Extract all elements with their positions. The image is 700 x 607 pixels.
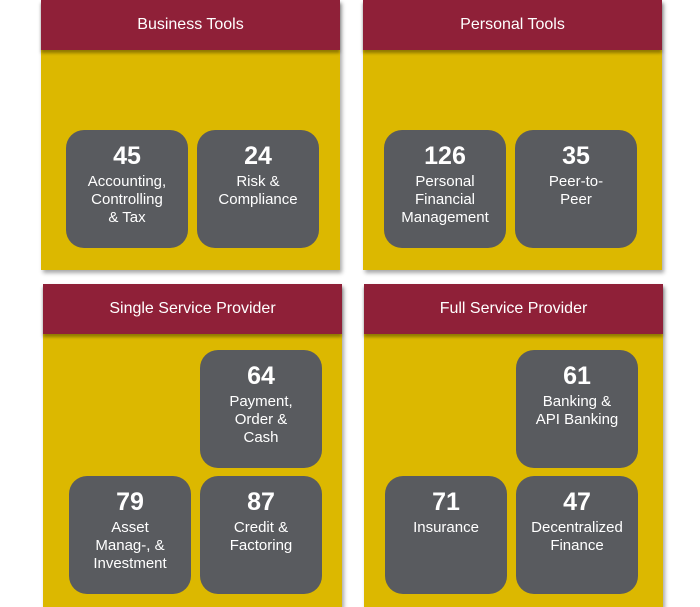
panel-full-service-provider: Full Service Provider 61 Banking & API B… [364, 284, 663, 607]
tile-count: 45 [113, 142, 141, 170]
tile-label: Credit & Factoring [229, 519, 293, 554]
tile-count: 35 [562, 142, 590, 170]
tile-label: Accounting, Controlling & Tax [87, 173, 167, 226]
panel-business-tools: Business Tools 45 Accounting, Controllin… [41, 0, 340, 270]
tile-count: 126 [424, 142, 466, 170]
panel-personal-tools: Personal Tools 126 Personal Financial Ma… [363, 0, 662, 270]
tile-payment-order-cash: 64 Payment, Order & Cash [200, 350, 322, 468]
tile-insurance: 71 Insurance [385, 476, 507, 594]
tile-label: Decentralized Finance [531, 519, 623, 554]
tile-credit-factoring: 87 Credit & Factoring [200, 476, 322, 594]
tile-peer-to-peer: 35 Peer-to- Peer [515, 130, 637, 248]
tile-risk-compliance: 24 Risk & Compliance [197, 130, 319, 248]
tile-count: 79 [116, 488, 144, 516]
tile-count: 64 [247, 362, 275, 390]
tile-label: Banking & API Banking [535, 393, 619, 428]
tile-asset-management: 79 Asset Manag-, & Investment [69, 476, 191, 594]
tile-accounting: 45 Accounting, Controlling & Tax [66, 130, 188, 248]
tile-personal-financial-management: 126 Personal Financial Management [384, 130, 506, 248]
panel-title: Business Tools [41, 0, 340, 50]
tile-banking-api: 61 Banking & API Banking [516, 350, 638, 468]
panel-title: Full Service Provider [364, 284, 663, 334]
panel-title: Personal Tools [363, 0, 662, 50]
tile-count: 71 [432, 488, 460, 516]
tile-label: Payment, Order & Cash [229, 393, 293, 446]
tile-label: Personal Financial Management [401, 173, 489, 226]
tile-count: 47 [563, 488, 591, 516]
panel-single-service-provider: Single Service Provider 64 Payment, Orde… [43, 284, 342, 607]
tile-count: 24 [244, 142, 272, 170]
tile-count: 61 [563, 362, 591, 390]
tile-label: Asset Manag-, & Investment [93, 519, 167, 572]
tile-label: Insurance [413, 519, 479, 536]
tile-label: Risk & Compliance [218, 173, 298, 208]
panel-title: Single Service Provider [43, 284, 342, 334]
tile-count: 87 [247, 488, 275, 516]
tile-label: Peer-to- Peer [548, 173, 604, 208]
tile-decentralized-finance: 47 Decentralized Finance [516, 476, 638, 594]
